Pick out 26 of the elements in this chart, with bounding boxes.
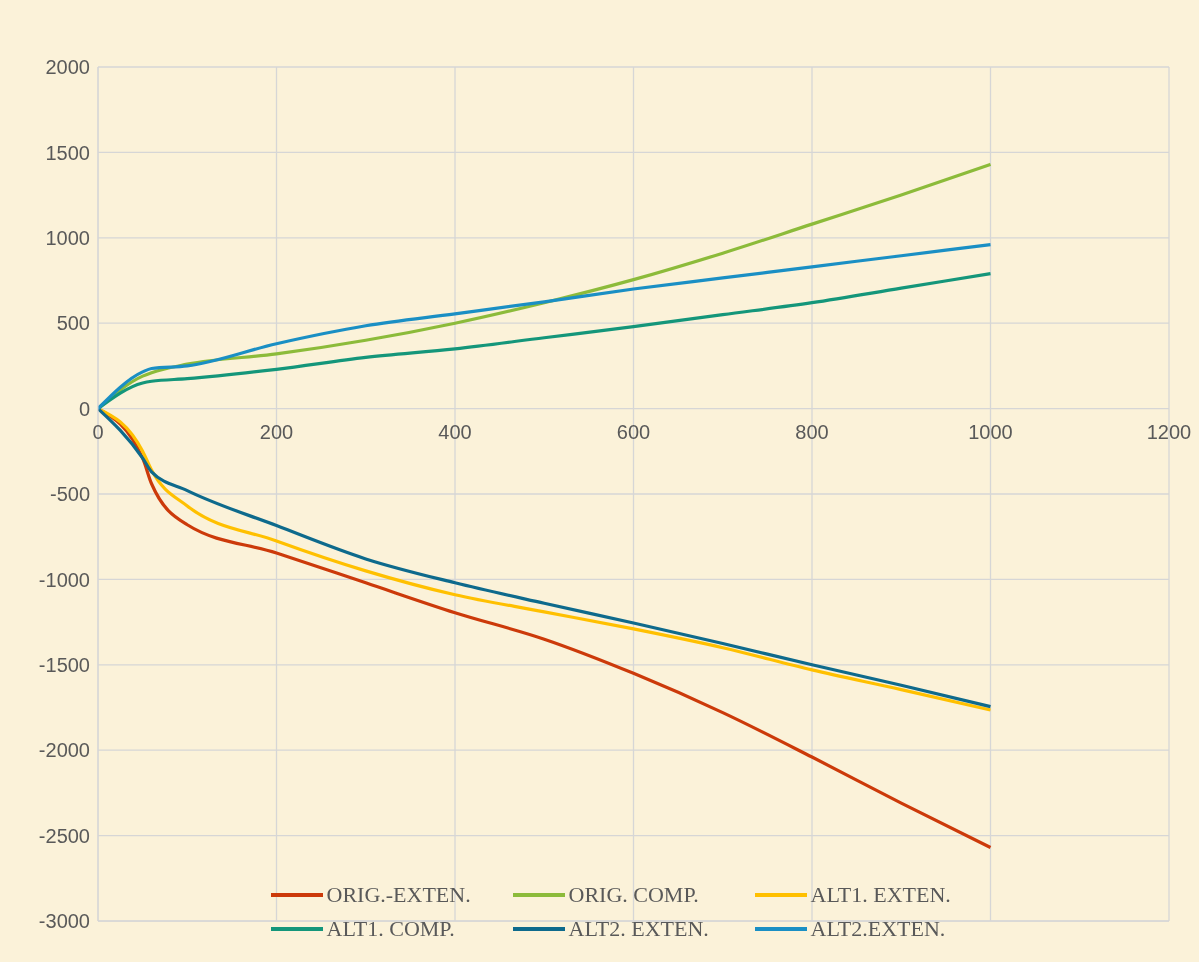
legend-label: ALT1. COMP. — [326, 916, 455, 942]
line-series — [98, 243, 993, 411]
x-tick-label: 1200 — [1146, 420, 1192, 443]
legend-label: ALT1. EXTEN. — [810, 882, 951, 908]
y-tick-label: -3000 — [38, 910, 90, 933]
x-tick-label: 1000 — [968, 420, 1013, 443]
y-tick-label: 1500 — [45, 141, 90, 164]
y-tick-label: 500 — [56, 312, 90, 335]
y-tick-label: -1500 — [38, 653, 90, 676]
legend-label: ALT2. EXTEN. — [568, 916, 709, 942]
x-tick-label: 200 — [259, 420, 294, 443]
y-tick-label: 2000 — [45, 56, 90, 79]
x-tick-label: 400 — [438, 420, 472, 443]
legend-label: ORIG.-EXTEN. — [326, 882, 471, 908]
y-tick-label: 0 — [78, 397, 90, 420]
y-tick-label: -1000 — [38, 568, 90, 591]
y-tick-label: -2500 — [38, 824, 90, 847]
y-tick-label: 1000 — [45, 226, 90, 249]
line-series — [98, 272, 993, 411]
x-tick-label: 600 — [616, 420, 651, 443]
x-tick-label: 0 — [92, 420, 104, 443]
y-tick-label: -500 — [49, 483, 90, 506]
x-tick-label: 800 — [795, 420, 829, 443]
y-tick-label: -2000 — [38, 739, 90, 762]
legend-label: ALT2.EXTEN. — [810, 916, 946, 942]
legend-label: ORIG. COMP. — [568, 882, 699, 908]
